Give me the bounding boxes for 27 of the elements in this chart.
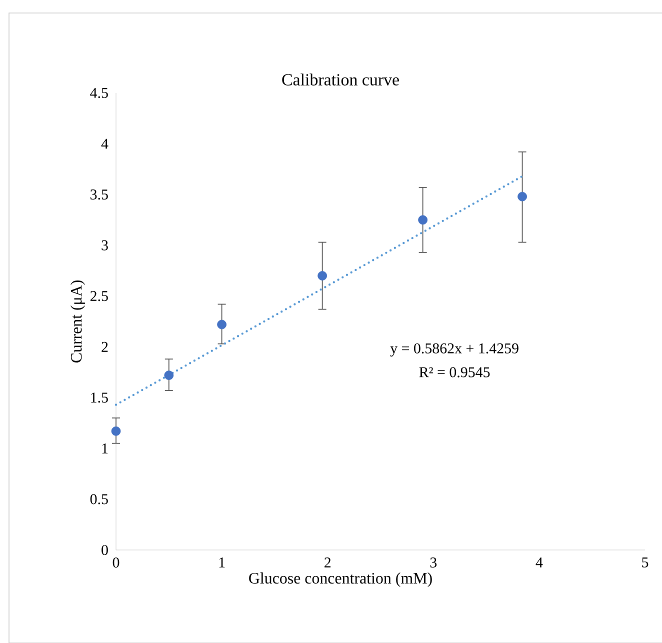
y-tick-label: 3.5: [90, 189, 108, 200]
x-tick-label: 5: [642, 558, 648, 568]
point: [418, 215, 428, 225]
y-tick-label: 2.5: [90, 291, 108, 302]
x-tick-label: 2: [324, 558, 331, 568]
point: [518, 192, 527, 202]
x-axis-title: Glucose concentration (mM): [249, 572, 432, 587]
point: [164, 370, 174, 380]
point: [318, 271, 328, 280]
y-tick-label: 4: [101, 138, 108, 149]
point: [111, 426, 121, 436]
y-tick-label: 3: [102, 240, 108, 250]
y-tick-label: 2: [102, 342, 108, 352]
x-tick-label: 3: [430, 558, 437, 568]
y-tick-label: 1: [102, 444, 108, 454]
point: [217, 320, 227, 330]
x-tick-label: 1: [219, 558, 225, 568]
y-tick-label: 4.5: [90, 88, 108, 98]
y-axis-title: Current (μA): [70, 280, 85, 363]
annotation: y = 0.5862x + 1.4259: [390, 343, 518, 356]
annotation: R² = 0.9545: [419, 367, 490, 378]
chart-title: Calibration curve: [282, 74, 399, 86]
x-tick-label: 4: [536, 558, 543, 568]
y-tick-label: 1.5: [91, 392, 108, 403]
x-tick-label: 0: [112, 558, 120, 568]
y-tick-label: 0: [102, 544, 108, 556]
y-tick-label: 0.5: [90, 494, 108, 504]
